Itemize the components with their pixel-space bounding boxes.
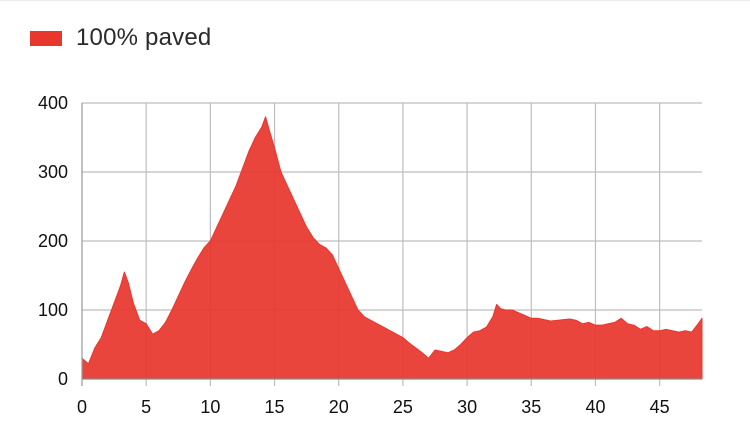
legend[interactable]: 100% paved bbox=[30, 24, 211, 52]
x-tick-label: 15 bbox=[265, 397, 285, 417]
top-divider bbox=[0, 0, 750, 1]
y-tick-label: 0 bbox=[58, 369, 68, 389]
y-tick-label: 100 bbox=[38, 300, 68, 320]
y-tick-label: 300 bbox=[38, 162, 68, 182]
x-tick-label: 0 bbox=[77, 397, 87, 417]
chart-axes bbox=[81, 103, 702, 386]
x-tick-label: 35 bbox=[521, 397, 541, 417]
x-tick-label: 5 bbox=[141, 397, 151, 417]
area-series-0 bbox=[81, 116, 703, 380]
y-tick-label: 200 bbox=[38, 231, 68, 251]
x-axis-ticks: 0 5 10 15 20 25 30 35 40 45 bbox=[77, 397, 670, 417]
chart-area-layer bbox=[81, 116, 703, 380]
y-tick-label: 400 bbox=[38, 93, 68, 113]
x-tick-label: 40 bbox=[585, 397, 605, 417]
y-axis-ticks: 0 100 200 300 400 bbox=[38, 93, 68, 389]
x-tick-label: 30 bbox=[457, 397, 477, 417]
x-tick-label: 45 bbox=[650, 397, 670, 417]
legend-label: 100% paved bbox=[76, 24, 212, 51]
x-tick-label: 20 bbox=[329, 397, 349, 417]
legend-swatch bbox=[30, 30, 62, 46]
x-tick-label: 25 bbox=[393, 397, 413, 417]
x-tick-label: 10 bbox=[200, 397, 220, 417]
